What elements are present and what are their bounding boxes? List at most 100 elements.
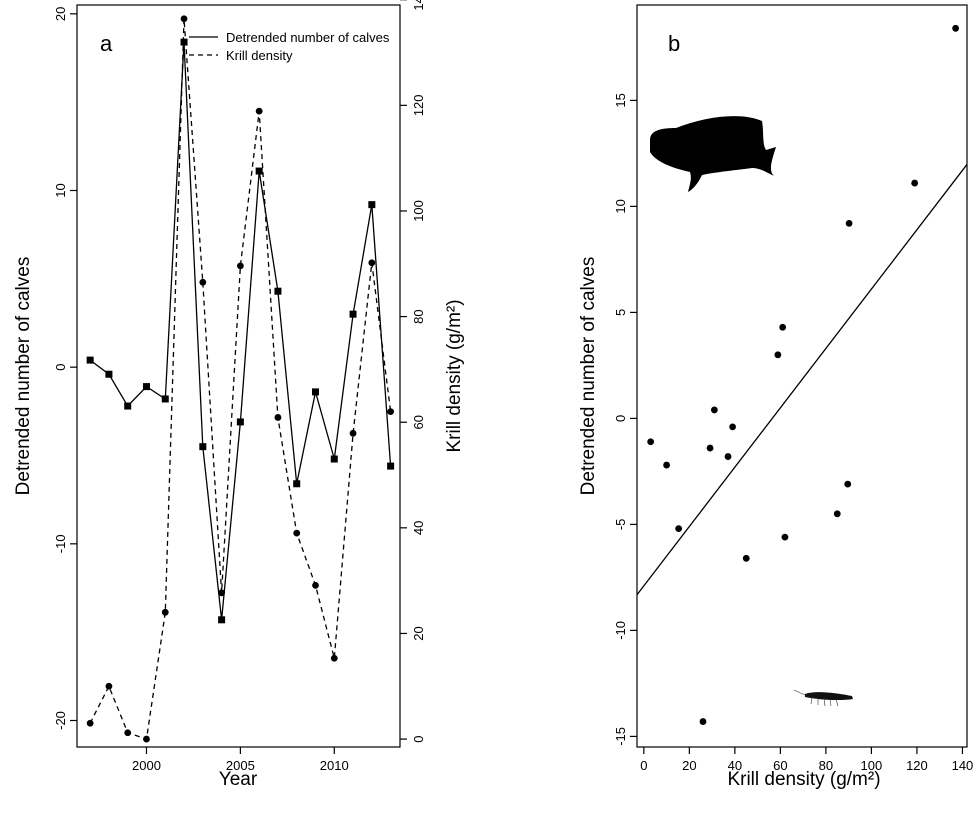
- krill-point: [143, 735, 150, 743]
- calves-point: [142, 383, 150, 391]
- x-tick-label: 0: [640, 758, 647, 773]
- krill-point: [236, 262, 244, 270]
- y-tick-label: -20: [53, 711, 68, 730]
- calves-point: [105, 370, 113, 378]
- scatter-point: [952, 24, 960, 32]
- scatter-point: [647, 438, 655, 446]
- y-tick-label: 10: [53, 183, 68, 197]
- krill-point: [105, 682, 113, 690]
- calves-point: [387, 462, 395, 470]
- calves-point: [199, 443, 207, 451]
- scatter-point: [844, 480, 852, 488]
- y-tick-label: -15: [613, 727, 628, 746]
- panel-b-letter: b: [668, 31, 680, 56]
- y-tick-label: 20: [53, 7, 68, 21]
- panel-b-x-ticks: 0 20 40 60 80 100 120 140: [640, 747, 973, 773]
- x-tick-label: 100: [861, 758, 883, 773]
- krill-point: [274, 414, 282, 421]
- krill-silhouette-icon: [793, 689, 853, 707]
- calves-point: [180, 38, 188, 46]
- calves-point: [161, 395, 169, 403]
- scatter-point: [729, 423, 736, 431]
- krill-point: [330, 654, 338, 662]
- calves-point: [293, 480, 301, 488]
- y2-tick-label: 20: [411, 626, 426, 640]
- scatter-point: [742, 554, 750, 562]
- calves-point: [368, 201, 376, 209]
- panel-a-right-y-ticks: 0 20 40 60 80 100 120 140: [400, 0, 426, 743]
- x-tick-label: 2005: [226, 758, 255, 773]
- panel-a-right-y-axis-label: Krill density (g/m²): [444, 299, 465, 452]
- y2-tick-label: 100: [411, 200, 426, 222]
- panel-a-x-ticks: 2000 2005 2010: [132, 747, 349, 773]
- x-tick-label: 120: [906, 758, 928, 773]
- scatter-point: [781, 533, 789, 541]
- scatter-point: [699, 718, 707, 725]
- krill-point: [180, 15, 188, 23]
- panel-b-regression: [636, 164, 968, 596]
- scatter-point: [706, 444, 714, 452]
- scatter-point: [911, 179, 919, 187]
- x-tick-label: 80: [819, 758, 833, 773]
- series-line-calves: [89, 42, 392, 620]
- krill-point: [218, 589, 225, 597]
- y-tick-label: 15: [613, 93, 628, 107]
- panel-b-chart: b Krill density (g/m²) Detrended number …: [578, 4, 973, 790]
- x-tick-label: 20: [682, 758, 696, 773]
- regression-line: [636, 164, 968, 596]
- scatter-point: [710, 406, 718, 414]
- panel-a-y-ticks: -20 -10 0 10 20: [53, 7, 77, 730]
- y-tick-label: 10: [613, 199, 628, 213]
- krill-point: [199, 278, 207, 286]
- x-tick-label: 2000: [132, 758, 161, 773]
- calves-point: [124, 402, 132, 410]
- panel-b-y-ticks: -15 -10 -5 0 5 10 15: [613, 93, 637, 746]
- krill-point: [312, 581, 319, 589]
- panel-b-plot-box: [636, 4, 968, 748]
- calves-point: [236, 418, 244, 426]
- calves-point: [86, 356, 94, 364]
- y-tick-label: -10: [613, 621, 628, 640]
- krill-point: [349, 429, 357, 437]
- y2-tick-label: 140: [411, 0, 426, 11]
- panel-a-plot-box: [76, 4, 401, 748]
- y-tick-label: 0: [613, 415, 628, 422]
- calves-point: [349, 310, 357, 318]
- scatter-point: [675, 525, 683, 533]
- whale-silhouette-icon: [650, 116, 776, 192]
- y-tick-label: -5: [613, 519, 628, 531]
- krill-point: [368, 259, 376, 267]
- krill-point: [293, 529, 301, 537]
- scatter-point: [845, 219, 853, 227]
- panel-a-x-axis-label: Year: [219, 769, 258, 790]
- y2-tick-label: 80: [411, 309, 426, 323]
- x-tick-label: 40: [728, 758, 742, 773]
- calves-point: [255, 167, 263, 175]
- calves-point: [330, 455, 338, 463]
- scatter-point: [833, 510, 841, 518]
- x-tick-label: 60: [773, 758, 787, 773]
- scatter-point: [774, 351, 782, 359]
- panel-a-letter: a: [100, 31, 113, 56]
- calves-point: [274, 287, 282, 295]
- y-tick-label: 5: [613, 309, 628, 316]
- panel-a-chart: a Year Detrended number of calves Krill …: [13, 0, 465, 790]
- y-tick-label: 0: [53, 364, 68, 371]
- y2-tick-label: 120: [411, 94, 426, 116]
- x-tick-label: 140: [952, 758, 974, 773]
- legend-label-calves: Detrended number of calves: [226, 30, 390, 45]
- krill-point: [161, 608, 169, 616]
- x-tick-label: 2010: [320, 758, 349, 773]
- krill-point: [124, 729, 132, 737]
- krill-point: [387, 408, 395, 416]
- krill-point: [255, 107, 263, 115]
- legend-label-krill: Krill density: [226, 48, 293, 63]
- calves-point: [218, 616, 226, 624]
- calves-point: [311, 388, 319, 396]
- panel-b-y-axis-label: Detrended number of calves: [578, 257, 599, 496]
- y2-tick-label: 60: [411, 415, 426, 429]
- y2-tick-label: 40: [411, 521, 426, 535]
- krill-point: [86, 719, 94, 727]
- scatter-point: [724, 453, 732, 460]
